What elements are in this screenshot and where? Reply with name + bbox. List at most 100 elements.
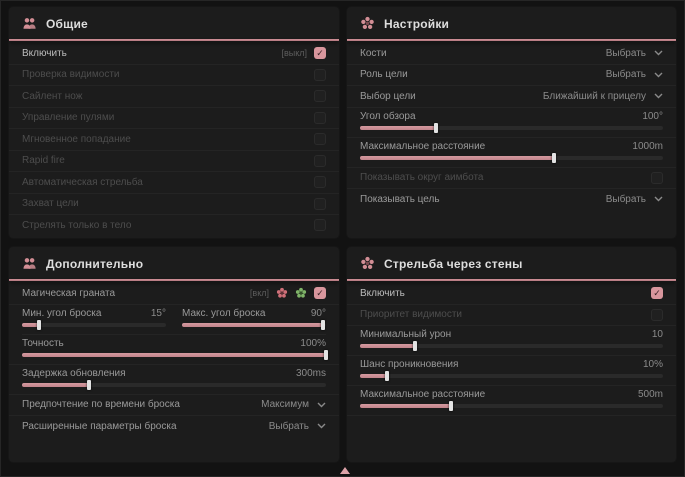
keybind-tag: [вкл] <box>249 288 269 299</box>
row-label: Точность <box>22 337 64 349</box>
scroll-up-indicator-icon[interactable] <box>340 467 350 474</box>
row-silent-knife[interactable]: Сайлент нож <box>9 86 339 108</box>
target-lock-checkbox[interactable] <box>314 197 326 210</box>
min-throw-angle-slider-track[interactable] <box>22 319 166 330</box>
enable-checkbox[interactable] <box>314 47 326 60</box>
flower-red-icon[interactable] <box>276 287 288 299</box>
row-advanced-throw-params[interactable]: Расширенные параметры броска Выбрать <box>9 416 339 437</box>
panel-wallshoot-header: Стрельба через стены <box>347 247 676 279</box>
update-delay-slider-fill[interactable] <box>22 379 91 390</box>
row-throw-time-preference[interactable]: Предпочтение по времени броска Максимум <box>9 395 339 416</box>
dropdown-value: Ближайший к прицелу <box>542 90 646 102</box>
panel-settings-rows: Кости Выбрать Роль цели Выбрать Выбор це… <box>347 41 676 210</box>
row-label: Максимальное расстояние <box>360 140 486 152</box>
row-label: Предпочтение по времени броска <box>22 399 180 411</box>
bones-dropdown[interactable]: Выбрать <box>606 48 663 59</box>
advanced-throw-params-dropdown[interactable]: Выбрать <box>269 421 326 432</box>
visibility-priority-checkbox[interactable] <box>651 308 663 321</box>
row-label: Сайлент нож <box>22 90 83 102</box>
target-select-dropdown[interactable]: Ближайший к прицелу <box>543 91 663 102</box>
row-auto-shoot[interactable]: Автоматическая стрельба <box>9 172 339 194</box>
accuracy-slider-track[interactable] <box>22 349 328 360</box>
walls-enable-checkbox[interactable] <box>651 287 663 300</box>
target-role-dropdown[interactable]: Выбрать <box>606 69 663 80</box>
row-target-role[interactable]: Роль цели Выбрать <box>347 65 676 86</box>
row-walls-enable[interactable]: Включить <box>347 283 676 305</box>
row-bones[interactable]: Кости Выбрать <box>347 43 676 65</box>
update-delay-slider-track[interactable] <box>22 379 326 390</box>
row-update-delay-slider: Задержка обновления 300ms <box>9 365 339 395</box>
row-target-lock[interactable]: Захват цели <box>9 194 339 215</box>
row-target-select[interactable]: Выбор цели Ближайший к прицелу <box>347 86 676 108</box>
flower-green-icon[interactable] <box>295 287 307 299</box>
visibility-check-checkbox[interactable] <box>314 68 326 81</box>
panel-wallshoot: Стрельба через стены Включить Приоритет … <box>347 247 676 462</box>
show-target-dropdown[interactable]: Выбрать <box>606 194 663 205</box>
dropdown-value: Максимум <box>261 399 309 411</box>
row-label: Макс. угол броска <box>182 307 266 319</box>
slider-value: 10% <box>642 359 663 370</box>
min-throw-angle-slider-fill[interactable] <box>22 319 42 330</box>
chevron-down-icon <box>654 72 663 78</box>
row-visibility-priority[interactable]: Приоритет видимости <box>347 305 676 326</box>
row-label: Показывать округ аимбота <box>360 172 484 184</box>
body-only-checkbox[interactable] <box>314 219 326 232</box>
throw-time-preference-dropdown[interactable]: Максимум <box>261 399 326 410</box>
fov-slider-fill[interactable] <box>360 122 438 133</box>
walls-max-distance-slider-fill[interactable] <box>360 401 453 411</box>
row-accuracy-slider: Точность 100% <box>9 335 339 365</box>
max-throw-angle-slider-track[interactable] <box>182 319 326 330</box>
fov-slider-track[interactable] <box>360 122 663 133</box>
panel-additional: Дополнительно Магическая граната [вкл] <box>9 247 339 462</box>
row-instant-hit[interactable]: Мгновенное попадание <box>9 129 339 151</box>
walls-max-distance-slider-track[interactable] <box>360 401 663 411</box>
throw-angle-row: Мин. угол броска 15° Макс. угол броска 9… <box>9 305 339 335</box>
row-label: Роль цели <box>360 69 408 81</box>
header-divider <box>347 279 676 281</box>
auto-shoot-checkbox[interactable] <box>314 176 326 189</box>
max-distance-slider-track[interactable] <box>360 152 663 163</box>
show-aimbot-circle-checkbox[interactable] <box>651 171 663 184</box>
row-bullet-control[interactable]: Управление пулями <box>9 108 339 129</box>
panel-general: Общие Включить [выкл] Проверка видимости… <box>9 7 339 238</box>
row-label: Минимальный урон <box>360 329 452 340</box>
row-rapid-fire[interactable]: Rapid fire <box>9 151 339 172</box>
penetration-chance-slider-track[interactable] <box>360 371 663 381</box>
row-show-aimbot-circle[interactable]: Показывать округ аимбота <box>347 168 676 189</box>
header-divider <box>347 39 676 41</box>
row-label: Приоритет видимости <box>360 309 463 321</box>
row-walls-max-distance-slider: Максимальное расстояние 500m <box>347 386 676 416</box>
row-enable[interactable]: Включить [выкл] <box>9 43 339 65</box>
slider-value: 90° <box>310 307 326 319</box>
row-visibility-check[interactable]: Проверка видимости <box>9 65 339 86</box>
min-damage-slider-fill[interactable] <box>360 341 417 351</box>
instant-hit-checkbox[interactable] <box>314 133 326 146</box>
row-body-only[interactable]: Стрелять только в тело <box>9 215 339 236</box>
bullet-control-checkbox[interactable] <box>314 111 326 124</box>
row-label: Максимальное расстояние <box>360 389 486 400</box>
max-distance-slider-fill[interactable] <box>360 152 556 163</box>
panel-title: Настройки <box>384 16 450 31</box>
row-magic-grenade[interactable]: Магическая граната [вкл] <box>9 283 339 305</box>
chevron-down-icon <box>654 50 663 56</box>
row-show-target[interactable]: Показывать цель Выбрать <box>347 189 676 210</box>
row-label: Угол обзора <box>360 110 416 122</box>
dropdown-value: Выбрать <box>605 193 646 205</box>
row-label: Включить <box>360 287 405 299</box>
rapid-fire-checkbox[interactable] <box>314 154 326 167</box>
slider-value: 100% <box>300 337 326 349</box>
row-label: Мгновенное попадание <box>22 133 131 145</box>
accuracy-slider-fill[interactable] <box>22 349 328 360</box>
panel-general-header: Общие <box>9 7 339 39</box>
row-label: Выбор цели <box>360 90 416 102</box>
min-damage-slider-track[interactable] <box>360 341 663 351</box>
max-throw-angle-slider-fill[interactable] <box>182 319 326 330</box>
row-label: Включить <box>22 47 67 59</box>
dropdown-value: Выбрать <box>605 69 646 81</box>
row-label: Задержка обновления <box>22 367 126 379</box>
magic-grenade-checkbox[interactable] <box>314 287 326 300</box>
panel-settings-header: Настройки <box>347 7 676 39</box>
header-divider <box>9 39 339 41</box>
penetration-chance-slider-fill[interactable] <box>360 371 390 381</box>
silent-knife-checkbox[interactable] <box>314 90 326 103</box>
